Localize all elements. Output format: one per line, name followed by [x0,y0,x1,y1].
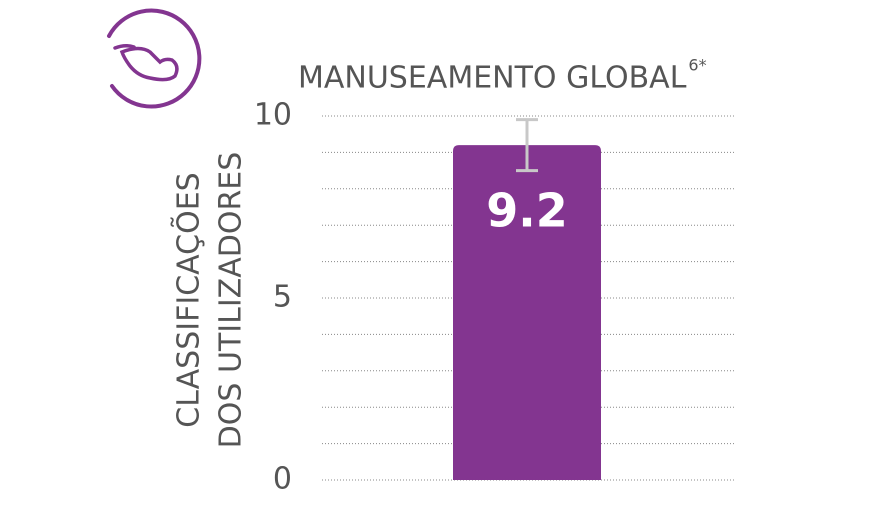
y-axis-label: DOS UTILIZADORES [214,152,249,449]
chart-title: MANUSEAMENTO GLOBAL [298,61,687,96]
y-tick-label: 5 [273,280,292,315]
icon [107,8,202,109]
error-bar [516,118,538,173]
y-axis-label: CLASSIFICAÇÕES [170,172,207,427]
y-tick-label: 10 [254,98,292,133]
title-superscript: 6* [688,56,706,75]
value-label: 9.2 [486,184,568,238]
bar [453,145,601,480]
y-tick-label: 0 [273,462,292,497]
